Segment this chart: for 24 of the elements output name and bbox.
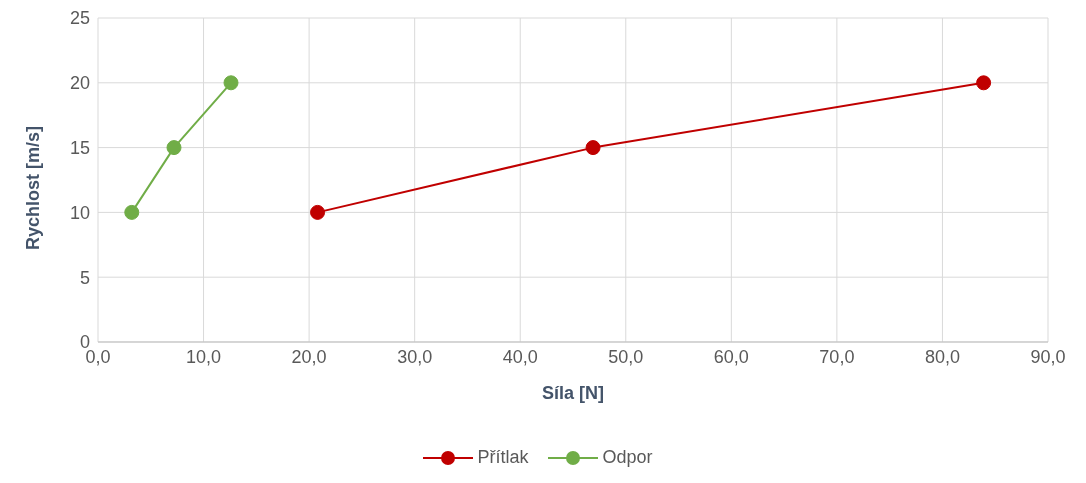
x-tick-label: 40,0 xyxy=(502,346,538,367)
y-tick-label: 20 xyxy=(69,73,90,94)
x-tick-label: 10,0 xyxy=(186,346,222,367)
x-tick-label: 70,0 xyxy=(819,346,855,367)
x-tick-label: 20,0 xyxy=(291,346,327,367)
y-axis-title: Rychlost [m/s] xyxy=(23,125,44,250)
y-tick-label: 25 xyxy=(69,8,90,29)
point xyxy=(124,204,140,220)
point xyxy=(976,75,992,91)
legend-label: Odpor xyxy=(601,447,653,468)
x-tick-label: 30,0 xyxy=(397,346,433,367)
y-tick-label: 5 xyxy=(79,267,90,288)
x-axis-title: Síla [N] xyxy=(541,383,605,403)
point xyxy=(310,204,326,220)
y-tick-label: 10 xyxy=(69,202,90,223)
point xyxy=(166,140,182,156)
x-tick-label: 50,0 xyxy=(608,346,644,367)
legend-label: Přítlak xyxy=(476,447,529,468)
point xyxy=(585,140,601,156)
x-tick-label: 90,0 xyxy=(1030,346,1066,367)
x-tick-label: 60,0 xyxy=(713,346,749,367)
point xyxy=(223,75,239,91)
x-tick-label: 80,0 xyxy=(924,346,960,367)
y-tick-label: 15 xyxy=(69,137,90,158)
